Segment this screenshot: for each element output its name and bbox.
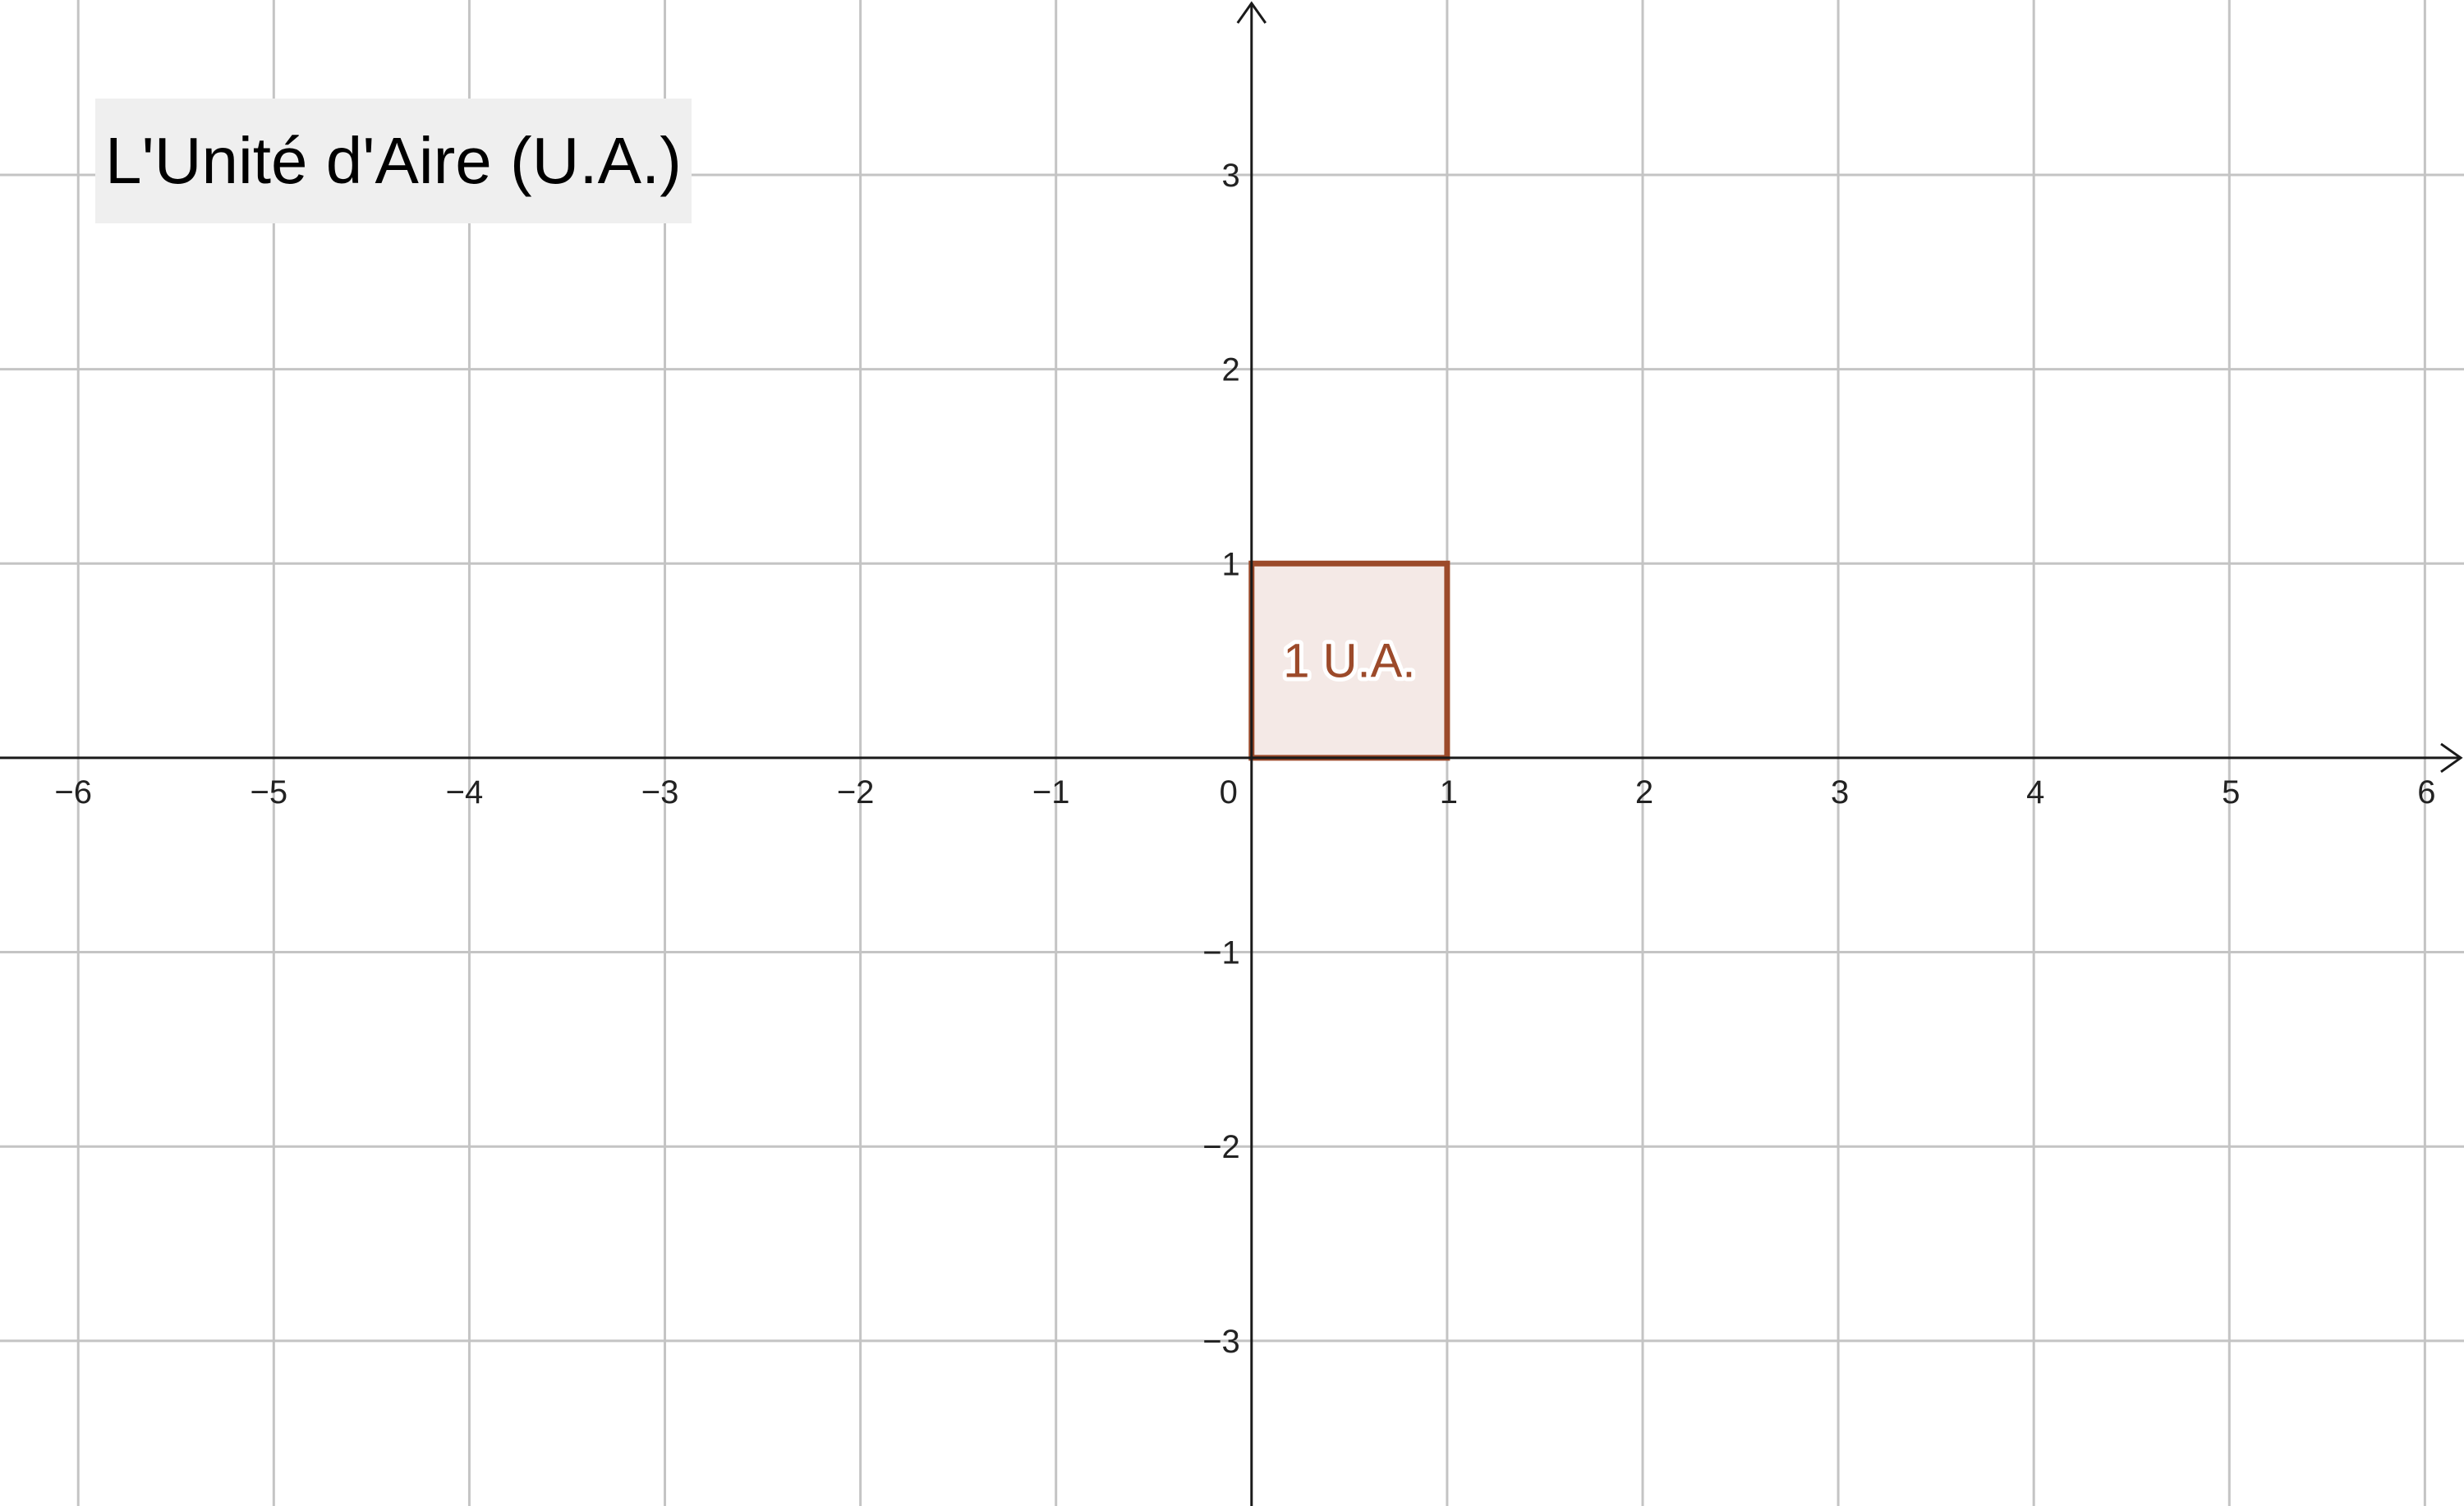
x-tick-label: −2	[837, 774, 875, 810]
shapes: 1 U.A.	[1248, 560, 1450, 761]
x-tick-label: −4	[446, 774, 484, 810]
x-tick-label: 1	[1440, 774, 1458, 810]
y-tick-label: −3	[1202, 1324, 1240, 1360]
tick-labels: −6 −5 −4 −3 −2 −1 1 2 3 4 5 6 −3 −2 −1 1 2 3 0	[54, 158, 2435, 1360]
x-tick-label: −6	[54, 774, 92, 810]
x-tick-label: 6	[2417, 774, 2435, 810]
y-tick-label: −2	[1202, 1129, 1240, 1165]
y-axis-arrow-icon	[1236, 1, 1267, 24]
y-tick-label: 2	[1222, 352, 1240, 388]
y-tick-label: 1	[1222, 546, 1240, 582]
x-tick-label: 5	[2222, 774, 2240, 810]
x-tick-label: 2	[1635, 774, 1653, 810]
title-text-box[interactable]: L'Unité d'Aire (U.A.)	[95, 99, 692, 223]
x-tick-label: −3	[641, 774, 679, 810]
y-tick-label: −1	[1202, 935, 1240, 971]
y-tick-label: 3	[1222, 158, 1240, 194]
x-tick-label: −5	[251, 774, 288, 810]
unit-square-label: 1 U.A.	[1283, 635, 1415, 688]
x-tick-label: 3	[1831, 774, 1849, 810]
x-axis-arrow-icon	[2440, 742, 2463, 774]
page-title: L'Unité d'Aire (U.A.)	[105, 124, 682, 197]
origin-label: 0	[1220, 774, 1238, 810]
x-tick-label: 4	[2026, 774, 2044, 810]
x-tick-label: −1	[1032, 774, 1070, 810]
